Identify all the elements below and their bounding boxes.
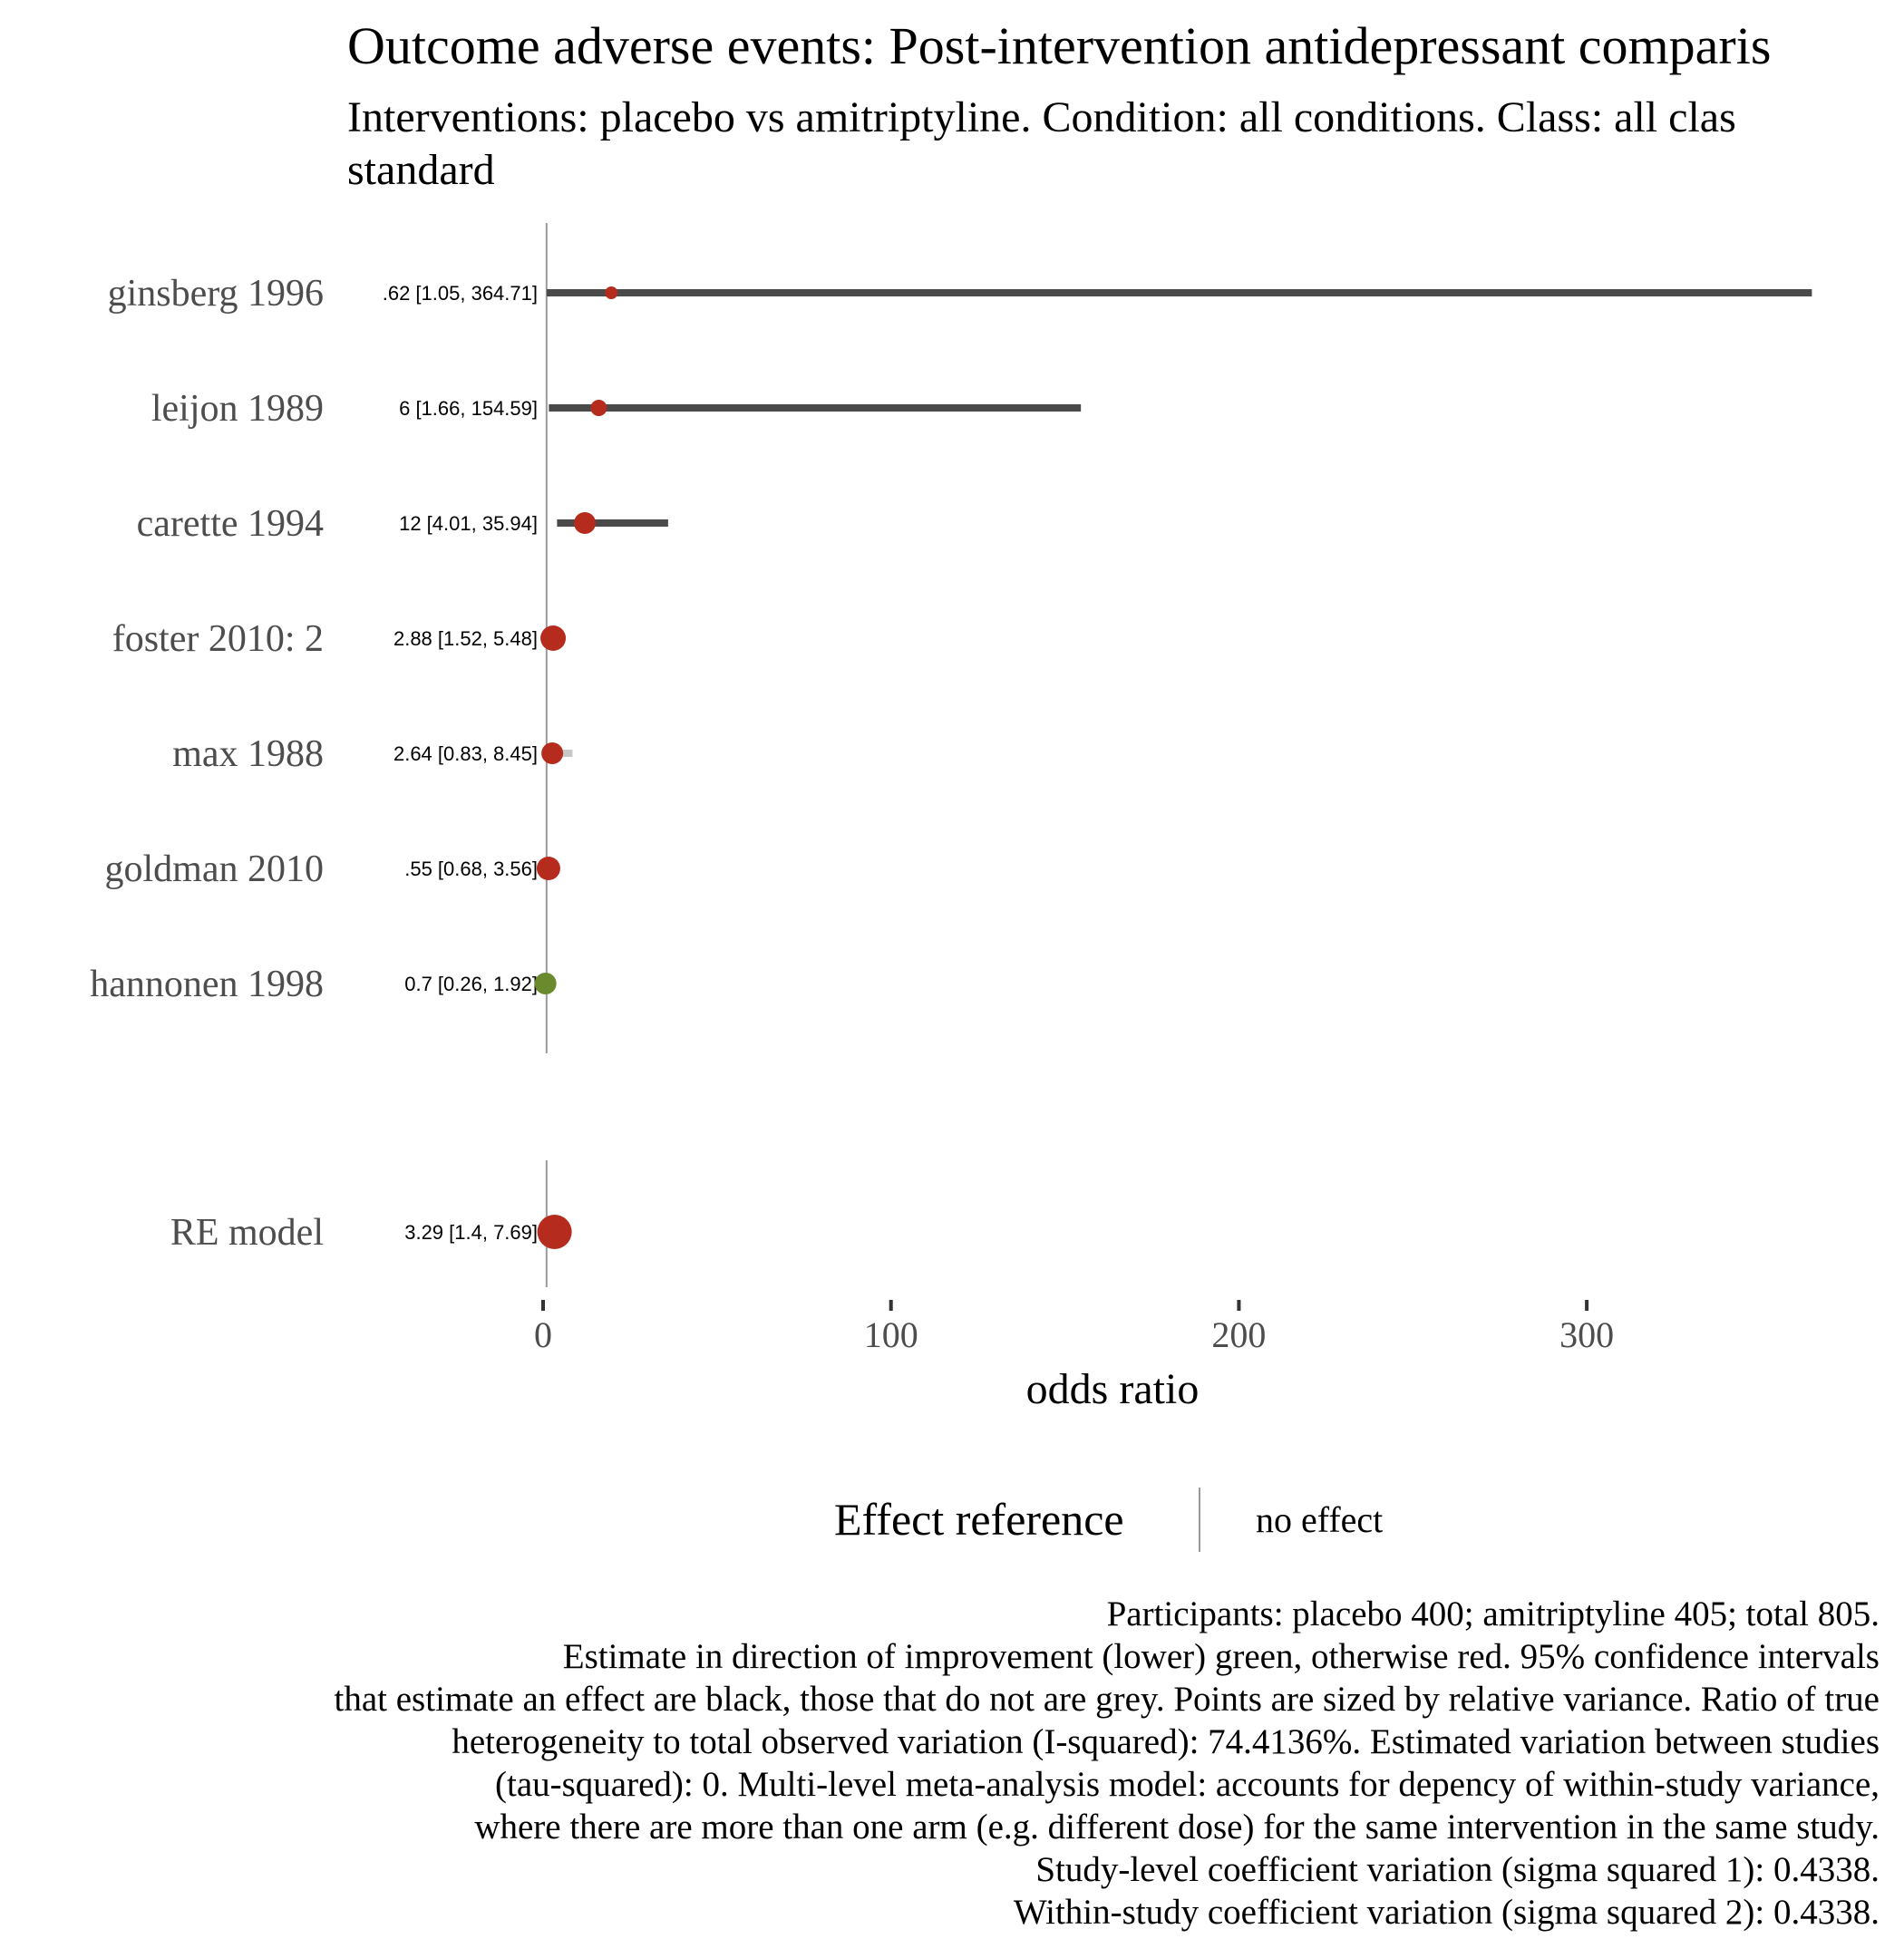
study-4-label: max 1988 xyxy=(172,733,324,775)
study-3-point xyxy=(540,625,567,651)
study-6-point xyxy=(534,973,557,994)
x-tick-label: 300 xyxy=(1559,1314,1614,1355)
study-3-label: foster 2010: 2 xyxy=(112,618,324,660)
chart-subtitle-line-2: standard xyxy=(347,146,495,194)
caption-line: that estimate an effect are black, those… xyxy=(334,1680,1880,1719)
study-6-label: hannonen 1998 xyxy=(90,964,324,1005)
caption-line: Participants: placebo 400; amitriptyline… xyxy=(1106,1595,1880,1633)
caption-line: where there are more than one arm (e.g. … xyxy=(474,1808,1880,1847)
study-2-label: carette 1994 xyxy=(137,503,324,545)
chart-title: Outcome adverse events: Post-interventio… xyxy=(347,16,1771,75)
summary-label: RE model xyxy=(170,1212,324,1254)
x-axis-label: odds ratio xyxy=(1026,1365,1200,1413)
study-3-annotation: 2.88 [1.52, 5.48] xyxy=(393,627,538,650)
x-tick-label: 100 xyxy=(864,1314,918,1355)
caption-line: Study-level coefficient variation (sigma… xyxy=(1035,1850,1880,1889)
study-1-label: leijon 1989 xyxy=(151,388,324,430)
study-5-annotation: .55 [0.68, 3.56] xyxy=(404,858,538,880)
summary-point xyxy=(537,1215,572,1249)
summary-annotation: 3.29 [1.4, 7.69] xyxy=(404,1221,538,1244)
study-5-label: goldman 2010 xyxy=(105,848,324,890)
caption-line: heterogeneity to total observed variatio… xyxy=(452,1722,1880,1761)
study-6-annotation: 0.7 [0.26, 1.92] xyxy=(404,973,538,995)
study-2-point xyxy=(574,512,597,534)
study-5-point xyxy=(536,857,560,880)
study-0-point xyxy=(605,286,618,299)
study-1-annotation: 6 [1.66, 154.59] xyxy=(399,397,538,420)
caption-line: (tau-squared): 0. Multi-level meta-analy… xyxy=(495,1765,1880,1804)
study-0-annotation: .62 [1.05, 364.71] xyxy=(383,282,538,305)
x-tick-label: 0 xyxy=(534,1314,552,1355)
study-4-annotation: 2.64 [0.83, 8.45] xyxy=(393,742,538,765)
study-1-point xyxy=(590,400,607,416)
chart-subtitle-line-1: Interventions: placebo vs amitriptyline.… xyxy=(347,93,1736,141)
x-tick-label: 200 xyxy=(1211,1314,1266,1355)
legend-title: Effect reference xyxy=(834,1494,1124,1545)
study-0-label: ginsberg 1996 xyxy=(108,273,324,315)
caption-line: Within-study coefficient variation (sigm… xyxy=(1013,1893,1880,1932)
legend-item-no-effect: no effect xyxy=(1256,1499,1383,1540)
caption-line: Estimate in direction of improvement (lo… xyxy=(562,1637,1880,1676)
chart-caption: Participants: placebo 400; amitriptyline… xyxy=(121,1593,1880,1934)
study-4-point xyxy=(541,742,564,764)
study-2-annotation: 12 [4.01, 35.94] xyxy=(399,512,538,535)
plot-area: ginsberg 1996 .62 [1.05, 364.71] leijon 19… xyxy=(90,223,1812,1355)
